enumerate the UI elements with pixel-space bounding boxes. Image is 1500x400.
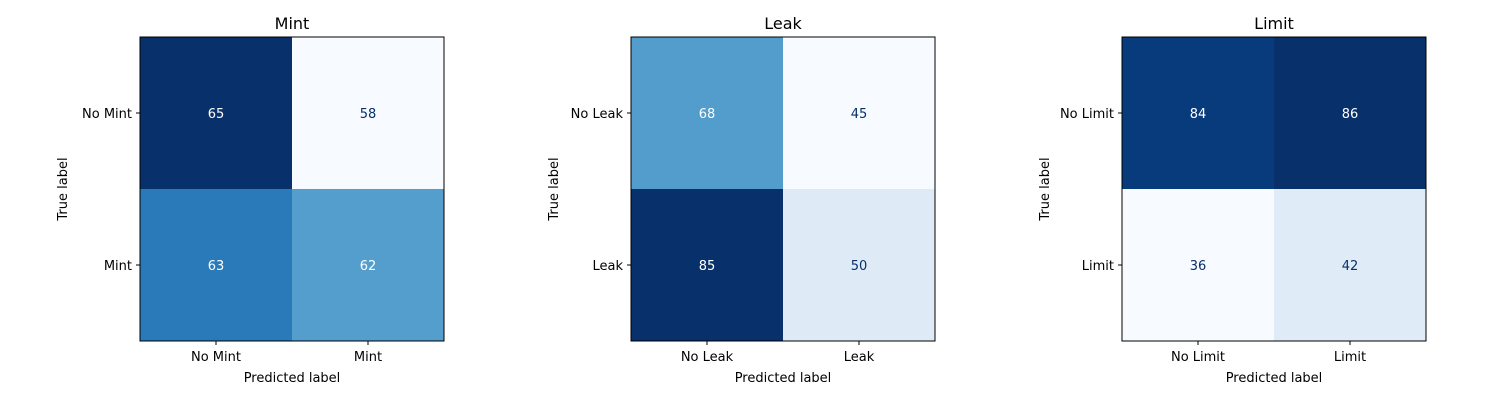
cell-value-r1-c1: 50 <box>851 259 868 274</box>
cell-value-r0-c0: 68 <box>699 107 716 122</box>
cell-r1-c0 <box>631 189 783 341</box>
axes-frame <box>1121 36 1427 342</box>
x-axis-label: Predicted label <box>735 371 832 386</box>
y-axis-label: True label <box>1038 157 1053 221</box>
panel-title: Limit <box>1254 14 1294 33</box>
y-tick-label: No Mint <box>82 107 132 122</box>
x-axis-label: Predicted label <box>244 371 341 386</box>
cell-value-r1-c1: 62 <box>360 259 377 274</box>
x-tick-label: Mint <box>354 350 382 365</box>
cell-value-r0-c0: 84 <box>1190 107 1207 122</box>
x-tick-label: Leak <box>844 350 875 365</box>
cell-r1-c1 <box>783 189 935 341</box>
cell-r0-c0 <box>631 37 783 189</box>
y-tick-label: Mint <box>104 259 132 274</box>
confusion-matrix-1: 65 58 63 62 Mint No Mint Mint No Mint Mint Predic… <box>56 14 445 386</box>
cell-value-r0-c1: 86 <box>1342 107 1359 122</box>
cell-r1-c1 <box>1274 189 1426 341</box>
cell-value-r1-c0: 36 <box>1190 259 1207 274</box>
axes-frame <box>630 36 936 342</box>
y-tick-label: Limit <box>1082 259 1114 274</box>
cell-value-r1-c0: 63 <box>208 259 225 274</box>
x-tick-label: No Leak <box>681 350 734 365</box>
cell-r0-c0 <box>1122 37 1274 189</box>
x-tick-label: No Mint <box>191 350 241 365</box>
cell-r1-c1 <box>292 189 444 341</box>
x-axis-label: Predicted label <box>1226 371 1323 386</box>
y-axis-label: True label <box>56 157 71 221</box>
confusion-matrix-2: 68 45 85 50 Leak No Leak Leak No Leak Leak Predic… <box>547 14 936 386</box>
cell-r1-c0 <box>140 189 292 341</box>
cell-value-r1-c0: 85 <box>699 259 716 274</box>
panel-title: Leak <box>764 14 802 33</box>
y-tick-label: No Leak <box>571 107 624 122</box>
x-tick-label: No Limit <box>1171 350 1225 365</box>
cell-value-r0-c0: 65 <box>208 107 225 122</box>
x-tick-label: Limit <box>1334 350 1366 365</box>
cell-r0-c0 <box>140 37 292 189</box>
cell-value-r0-c1: 45 <box>851 107 868 122</box>
y-axis-label: True label <box>547 157 562 221</box>
cell-r1-c0 <box>1122 189 1274 341</box>
cell-value-r1-c1: 42 <box>1342 259 1359 274</box>
cell-r0-c1 <box>783 37 935 189</box>
axes-frame <box>139 36 445 342</box>
cell-r0-c1 <box>292 37 444 189</box>
cell-r0-c1 <box>1274 37 1426 189</box>
cell-value-r0-c1: 58 <box>360 107 377 122</box>
y-tick-label: No Limit <box>1060 107 1114 122</box>
panel-title: Mint <box>275 14 310 33</box>
y-tick-label: Leak <box>592 259 623 274</box>
confusion-matrix-3: 84 86 36 42 Limit No Limit Limit No Limit Limit P… <box>1038 14 1427 386</box>
